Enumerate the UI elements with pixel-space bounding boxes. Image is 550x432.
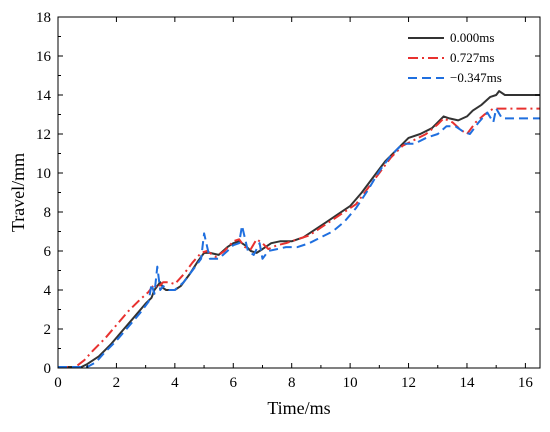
legend-label-1: 0.000ms (450, 30, 494, 45)
series-line-2 (58, 107, 540, 368)
y-tick-label: 0 (44, 361, 52, 377)
x-axis-title: Time/ms (267, 398, 330, 418)
x-tick-label: 14 (459, 375, 475, 391)
y-axis-ticks: 0 2 4 6 8 10 12 14 16 18 (36, 10, 540, 377)
x-tick-label: 8 (288, 375, 296, 391)
y-tick-label: 2 (44, 322, 52, 338)
y-axis-title: Travel/mm (8, 153, 28, 232)
y-tick-label: 12 (36, 127, 51, 143)
x-tick-label: 2 (113, 375, 121, 391)
y-tick-label: 10 (36, 166, 51, 182)
legend-label-3: −0.347ms (450, 70, 502, 85)
series-line-3 (58, 107, 540, 368)
y-tick-label: 8 (44, 205, 52, 221)
x-tick-label: 4 (171, 375, 179, 391)
series-layer (58, 90, 540, 368)
y-tick-label: 18 (36, 10, 51, 26)
legend-label-2: 0.727ms (450, 50, 494, 65)
x-tick-label: 6 (230, 375, 238, 391)
y-tick-label: 4 (44, 283, 52, 299)
y-tick-label: 6 (44, 244, 52, 260)
legend: 0.000ms 0.727ms −0.347ms (408, 30, 502, 85)
y-tick-label: 14 (36, 88, 52, 104)
x-tick-label: 10 (343, 375, 358, 391)
series-line-1 (58, 90, 540, 368)
y-tick-label: 16 (36, 49, 52, 65)
x-tick-label: 0 (54, 375, 62, 391)
x-tick-label: 12 (401, 375, 416, 391)
x-axis-ticks: 0 2 4 6 8 10 12 14 16 (54, 17, 533, 391)
x-tick-label: 16 (518, 375, 534, 391)
